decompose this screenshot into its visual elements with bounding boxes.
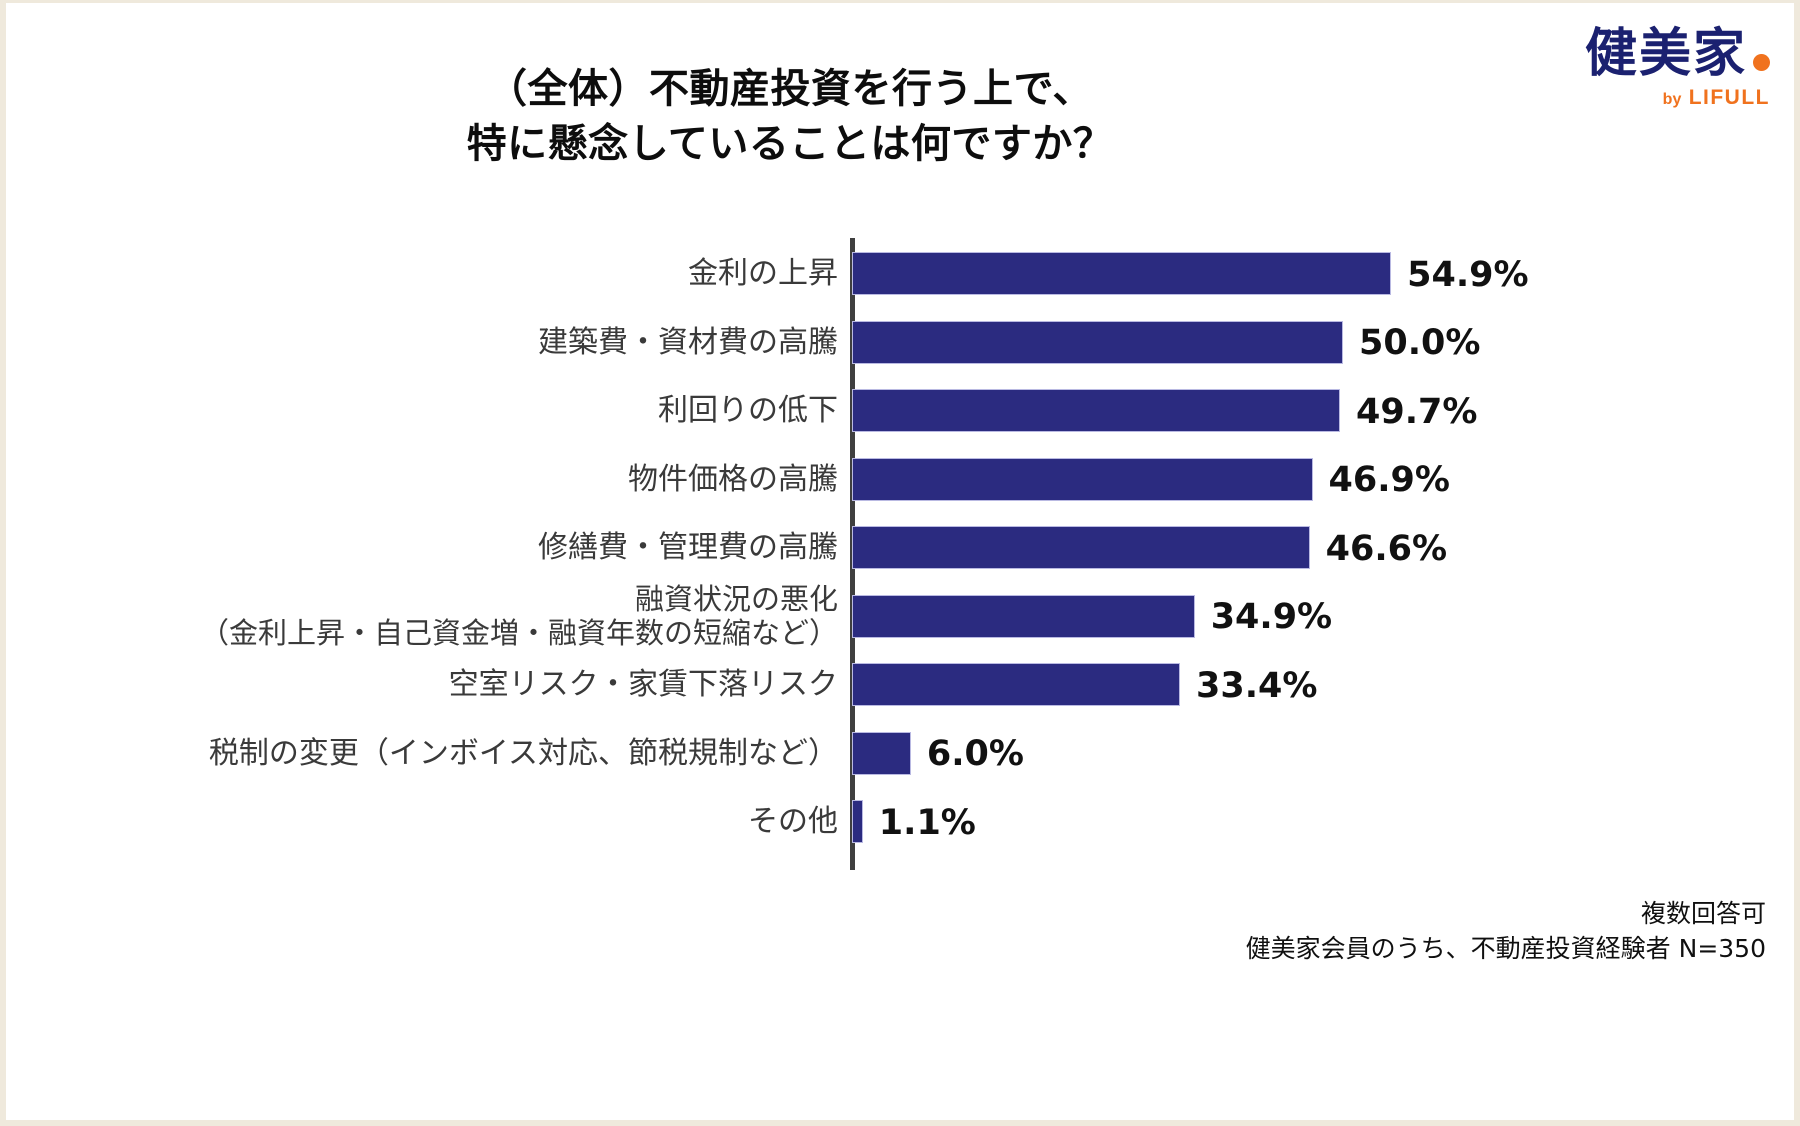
category-label: 融資状況の悪化 （金利上昇・自己資金増・融資年数の短縮など） [110,582,838,650]
category-label-line: （金利上昇・自己資金増・融資年数の短縮など） [199,616,838,651]
bar [852,594,1195,638]
bar-value-label: 46.6% [1325,528,1448,569]
category-label-line: 税制の変更（インボイス対応、節税規制など） [208,735,838,771]
bar [852,526,1310,569]
category-label: 修繕費・管理費の高騰 [110,530,838,565]
category-label: 税制の変更（インボイス対応、節税規制など） [110,736,838,771]
bar [852,663,1180,706]
bar-value-label: 50.0% [1359,323,1481,363]
bar [852,320,1343,364]
bar [852,800,863,843]
parent-brand-name: LIFULL [1688,86,1770,109]
category-label: その他 [110,804,838,839]
category-label: 物件価格の高騰 [110,462,838,497]
parent-brand: by LIFULL [1585,87,1770,108]
category-label-line: 融資状況の悪化 [634,582,838,616]
bar [852,731,911,775]
brand-wordmark: 健美家 [1585,28,1770,80]
category-label: 建築費・資材費の高騰 [110,325,838,360]
category-label-line: 金利の上昇 [688,256,838,291]
category-label-line: 利回りの低下 [658,393,838,428]
by-label: by [1662,91,1682,108]
category-label-line: 建築費・資材費の高騰 [538,324,838,360]
category-label: 金利の上昇 [110,256,838,291]
brand-dot-icon [1753,54,1770,71]
footnote-multiple-answers: 複数回答可 [1640,899,1766,928]
bar-value-label: 6.0% [926,734,1024,774]
category-label-line: その他 [748,804,838,839]
bar-value-label: 1.1% [878,802,976,843]
category-label: 利回りの低下 [110,393,838,428]
bar-value-label: 33.4% [1195,665,1318,706]
brand-name: 健美家 [1584,24,1747,84]
chart-title-line2: 特に懸念していることは何ですか？ [466,121,1114,168]
bar [852,389,1341,432]
bar-value-label: 54.9% [1407,254,1529,295]
bar-value-label: 49.7% [1356,391,1478,432]
kenbiya-lifull-logo: 健美家 by LIFULL [1585,28,1770,108]
category-label-line: 物件価格の高騰 [628,461,838,497]
bar-value-label: 46.9% [1328,460,1450,500]
bar [852,457,1313,501]
category-label: 空室リスク・家賃下落リスク [110,667,838,702]
footnote-sample-size: 健美家会員のうち、不動産投資経験者 N=350 [1245,934,1766,963]
chart-title: （全体）不動産投資を行う上で、 特に懸念していることは何ですか？ [330,62,1250,172]
bar-value-label: 34.9% [1210,597,1333,637]
bar [852,252,1392,295]
chart-title-line1: （全体）不動産投資を行う上で、 [487,66,1093,112]
category-label-line: 空室リスク・家賃下落リスク [448,667,838,702]
category-label-line: 修繕費・管理費の高騰 [538,530,838,565]
